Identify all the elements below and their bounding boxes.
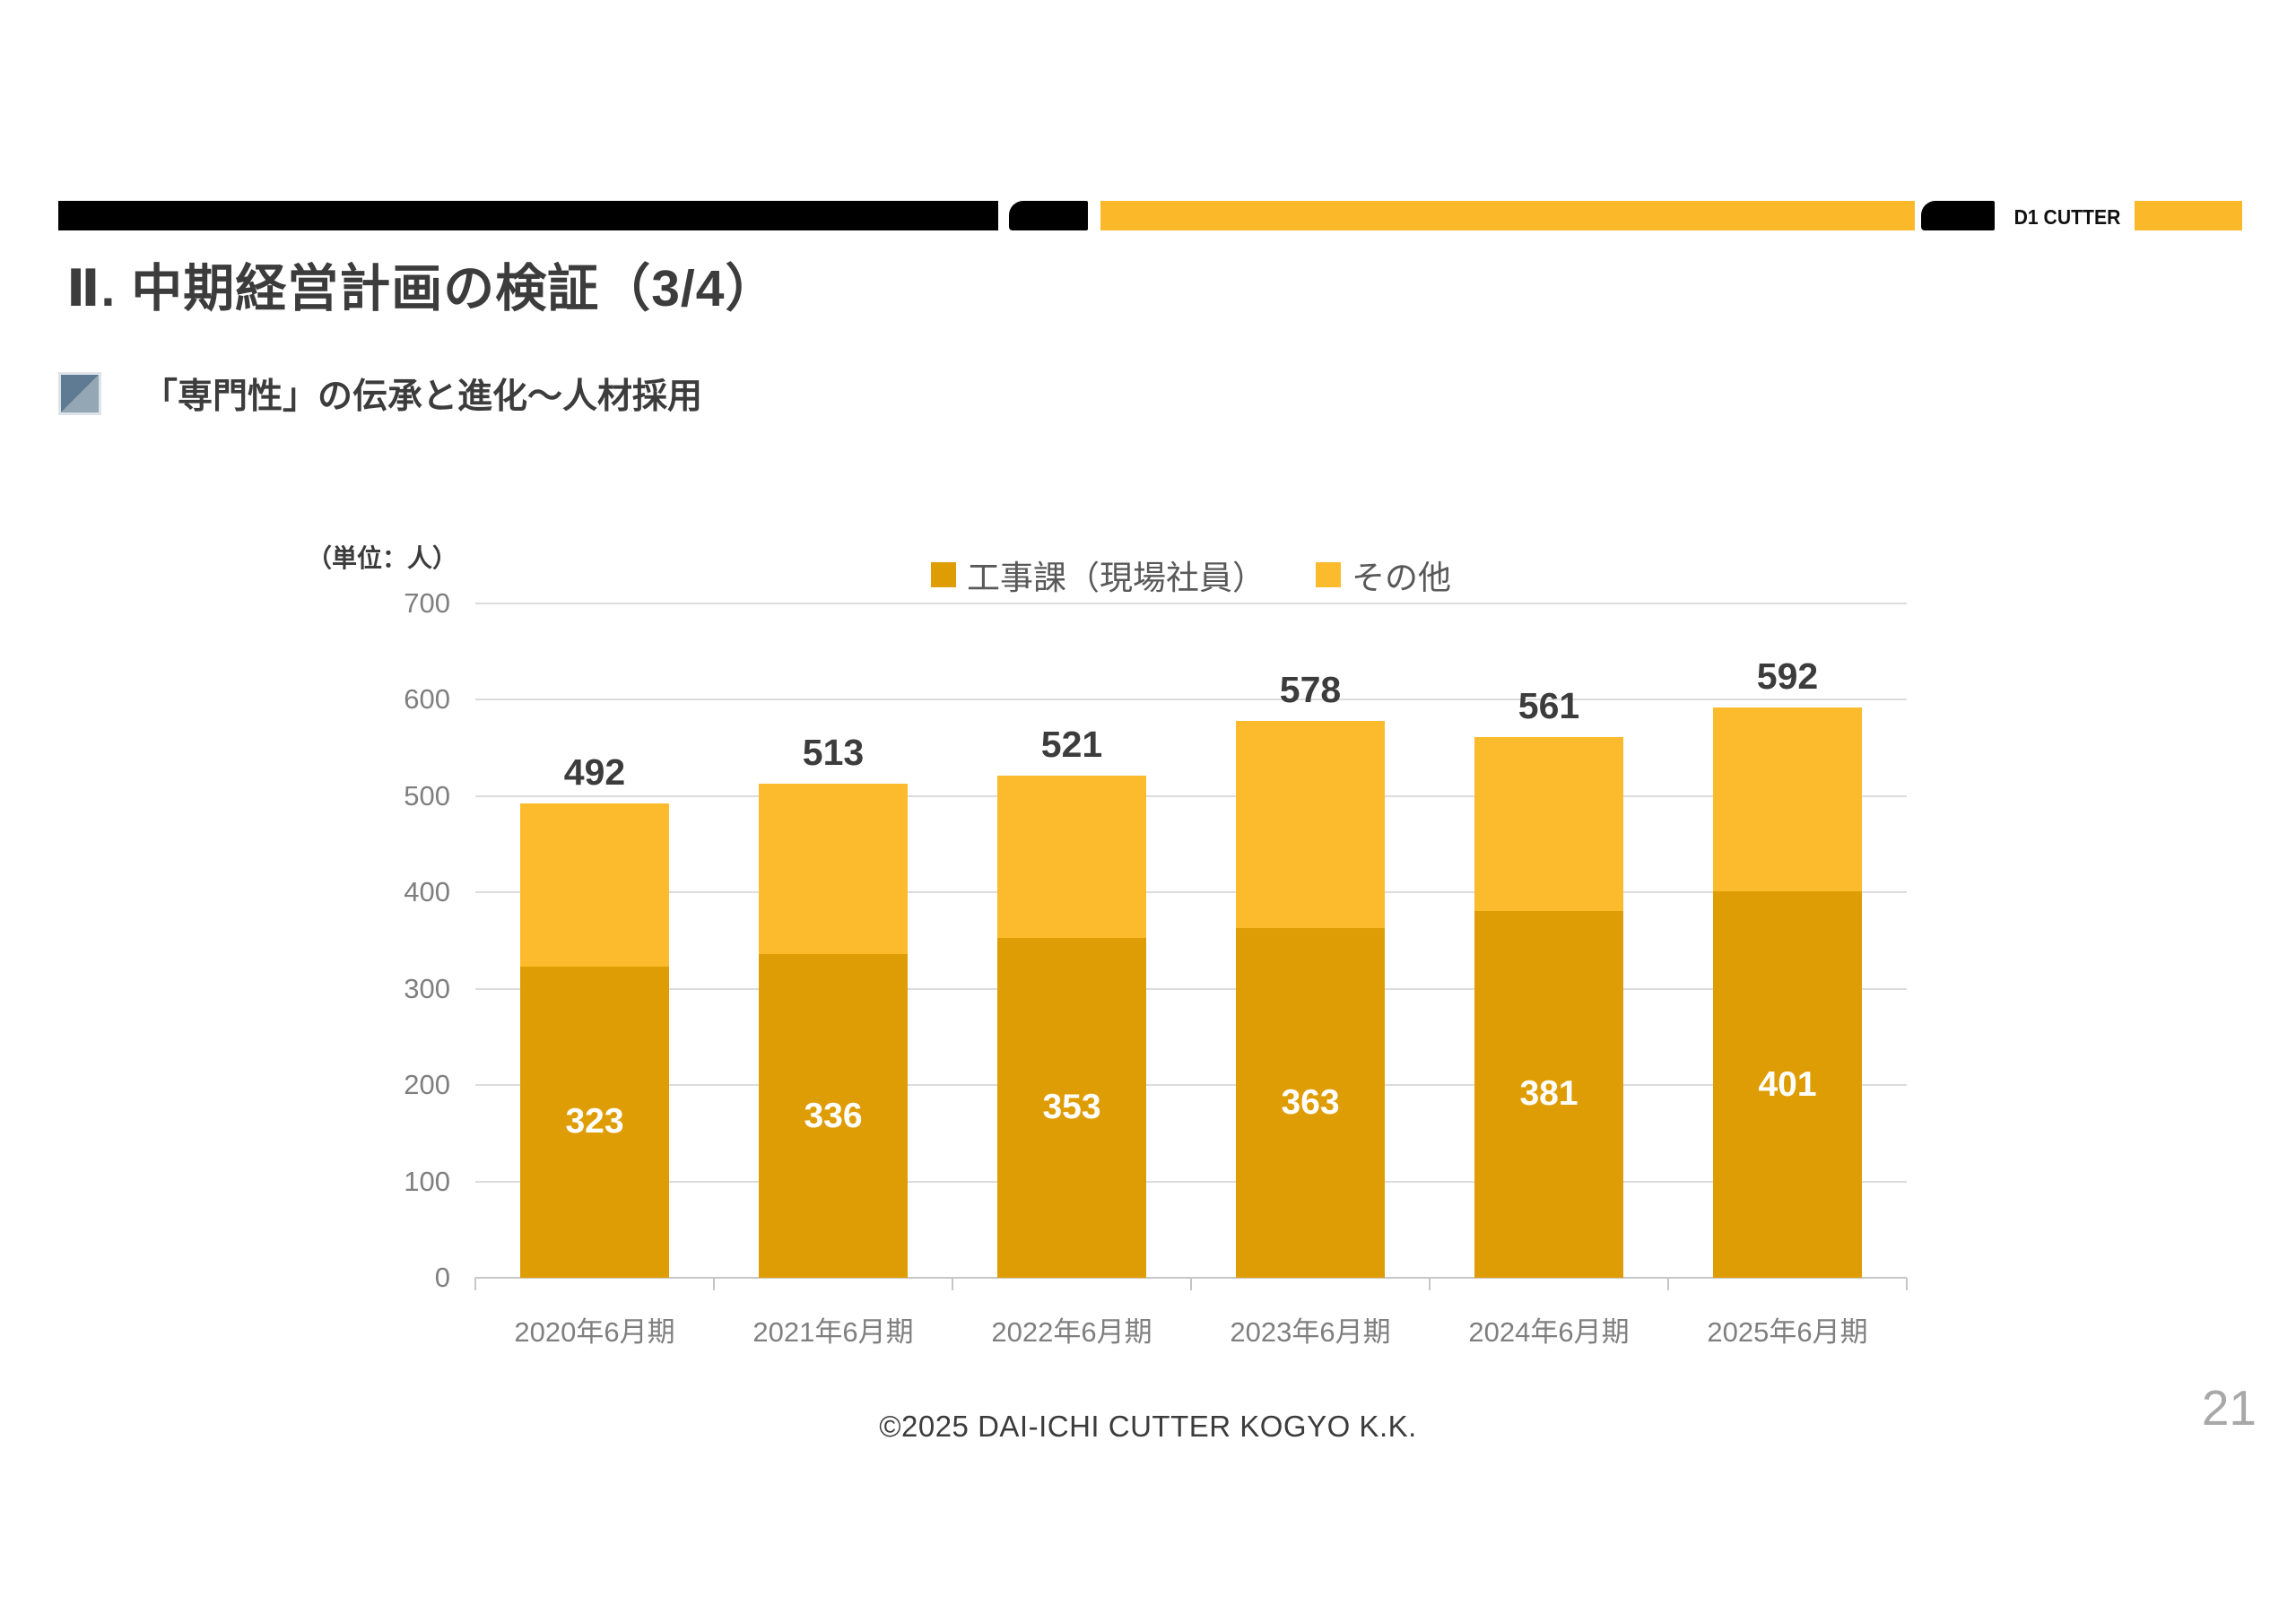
- gridline-600: [475, 699, 1907, 701]
- bar-segment-sonota: [997, 776, 1146, 938]
- x-category-label: 2021年6月期: [752, 1316, 914, 1348]
- y-axis-label-300: 300: [404, 972, 450, 1004]
- y-axis-label-0: 0: [434, 1262, 450, 1293]
- x-axis-tick: [952, 1278, 953, 1290]
- y-axis-label-500: 500: [404, 779, 450, 812]
- bar-total-label: 492: [563, 751, 626, 794]
- header-black-bar: [58, 201, 998, 230]
- x-category-label: 2025年6月期: [1707, 1316, 1868, 1348]
- bar-segment-koujika: 336: [759, 954, 908, 1278]
- company-logo-text: D1 CUTTER: [2013, 205, 2121, 229]
- bar-total-label: 521: [1040, 724, 1103, 766]
- stacked-bar-plot: 0 100 200 300 400 500 600 700 323 492 2020年6月期 336 5…: [404, 587, 1908, 1348]
- bar-segment-koujika: 323: [520, 967, 669, 1278]
- x-axis-tick: [1190, 1278, 1192, 1290]
- bar-value-label-koujika: 323: [565, 1102, 624, 1141]
- bar-total-label: 561: [1518, 685, 1580, 727]
- page-title: Ⅱ. 中期経営計画の検証（3/4）: [66, 260, 778, 317]
- bar-segment-koujika: 363: [1236, 928, 1385, 1278]
- chart-legend: 工事課（現場社員） その他: [475, 551, 1907, 599]
- legend-swatch-koujika: [931, 562, 956, 587]
- footer-copyright: ©2025 DAI-ICHI CUTTER KOGYO K.K.: [879, 1410, 1417, 1443]
- x-axis-tick: [1667, 1278, 1669, 1290]
- y-axis-label-200: 200: [404, 1069, 450, 1101]
- header-black-chip-right: [1921, 201, 1995, 230]
- chart-unit-label: （単位：人）: [306, 544, 457, 572]
- header-yellow-bar: [1100, 201, 1915, 230]
- y-axis-label-400: 400: [404, 876, 450, 908]
- bar-total-label: 578: [1279, 669, 1342, 711]
- x-axis-tick: [713, 1278, 715, 1290]
- bar-segment-sonota: [759, 783, 908, 955]
- bar-value-label-koujika: 353: [1042, 1088, 1101, 1127]
- bar-total-label: 513: [802, 731, 865, 773]
- y-axis-label-700: 700: [404, 587, 450, 619]
- x-axis-tick: [1429, 1278, 1431, 1290]
- bar-segment-sonota: [1236, 721, 1385, 929]
- gridline-100: [475, 1180, 1907, 1183]
- bar-segment-koujika: 401: [1713, 891, 1862, 1278]
- legend-item-sonota: その他: [1316, 551, 1451, 599]
- y-axis-label-600: 600: [404, 683, 450, 716]
- header-black-chip-left: [1009, 201, 1088, 230]
- page-number: 21: [2201, 1380, 2257, 1436]
- legend-item-koujika: 工事課（現場社員）: [931, 551, 1265, 599]
- x-category-label: 2023年6月期: [1230, 1316, 1391, 1348]
- legend-label-sonota: その他: [1352, 560, 1451, 596]
- x-axis-tick: [1906, 1278, 1908, 1290]
- bar-value-label-koujika: 381: [1519, 1074, 1578, 1114]
- gridline-200: [475, 1084, 1907, 1087]
- y-axis-label-100: 100: [404, 1165, 450, 1197]
- x-category-label: 2020年6月期: [514, 1316, 675, 1348]
- header-yellow-block: [2135, 201, 2242, 230]
- bar-segment-sonota: [520, 803, 669, 967]
- legend-label-koujika: 工事課（現場社員）: [967, 560, 1265, 596]
- bar-value-label-koujika: 363: [1281, 1083, 1340, 1122]
- subtitle-text: 「専門性」の伝承と進化～人材採用: [143, 378, 703, 416]
- gridline-500: [475, 794, 1907, 797]
- gridline-400: [475, 891, 1907, 894]
- bar-segment-sonota: [1474, 737, 1623, 911]
- bar-value-label-koujika: 401: [1758, 1064, 1817, 1104]
- bar-total-label: 592: [1756, 655, 1819, 698]
- x-axis-tick: [474, 1278, 476, 1290]
- bar-segment-koujika: 353: [997, 937, 1146, 1278]
- x-category-label: 2022年6月期: [991, 1316, 1152, 1348]
- bar-value-label-koujika: 336: [804, 1096, 863, 1135]
- bar-segment-sonota: [1713, 707, 1862, 892]
- x-category-label: 2024年6月期: [1468, 1316, 1630, 1348]
- bar-segment-koujika: 381: [1474, 910, 1623, 1278]
- gridline-700: [475, 603, 1907, 604]
- gridline-300: [475, 987, 1907, 990]
- subtitle-row: 「専門性」の伝承と進化～人材採用: [58, 369, 702, 419]
- subtitle-bullet-square: [58, 372, 101, 415]
- legend-swatch-sonota: [1316, 562, 1341, 587]
